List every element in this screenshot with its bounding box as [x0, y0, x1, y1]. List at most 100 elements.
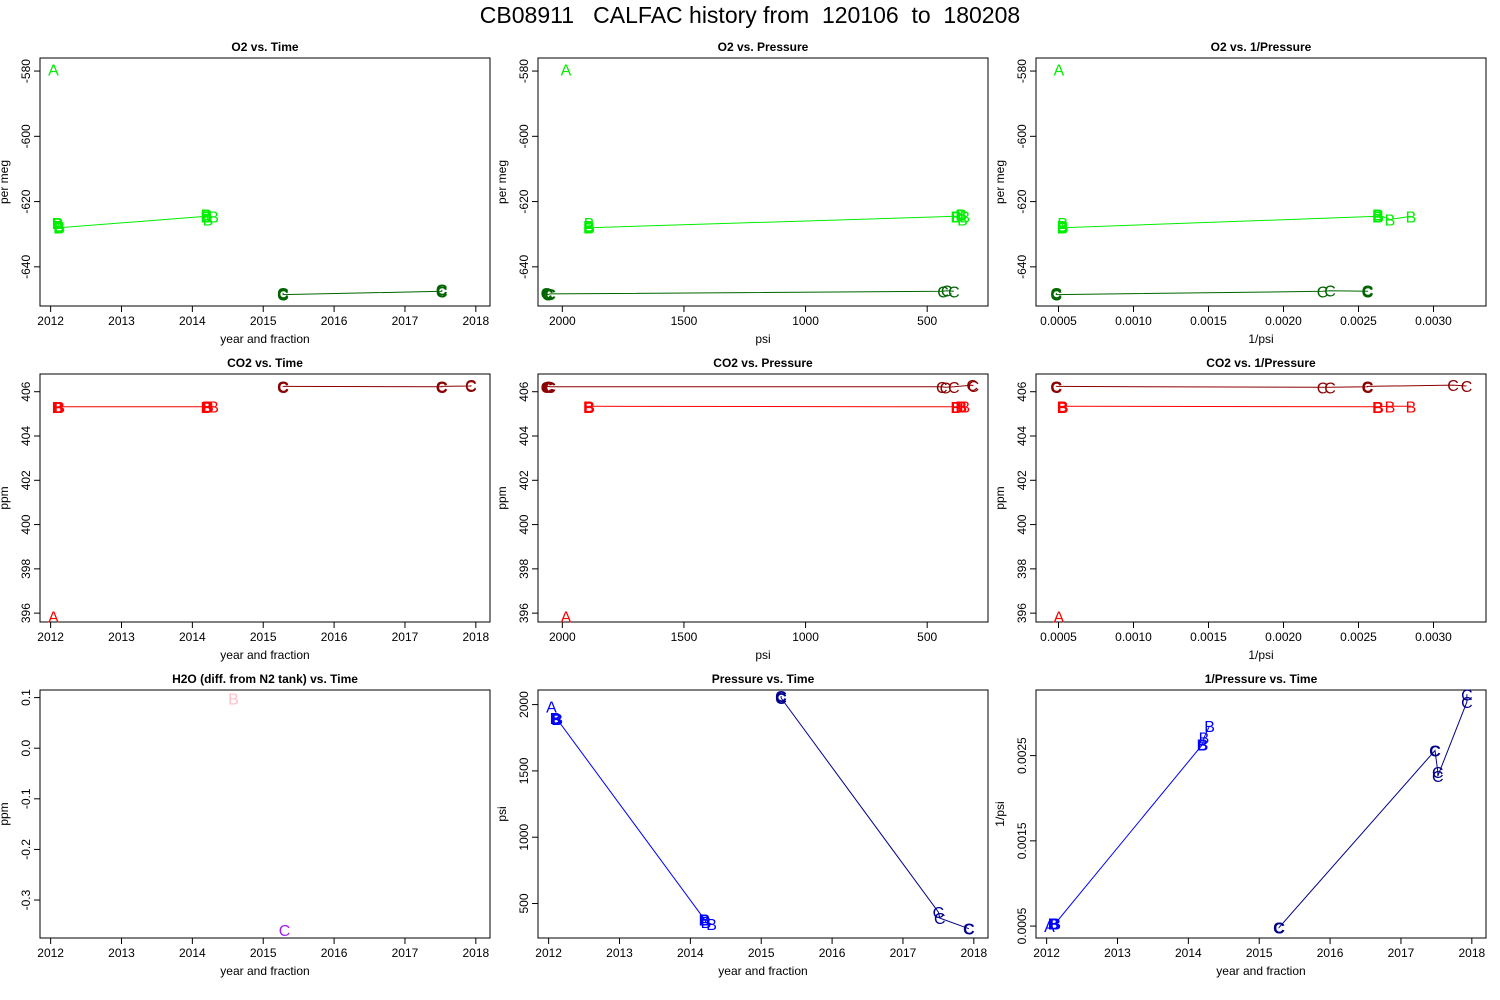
- x-tick-label: 2017: [392, 630, 419, 644]
- chart-panel-7: H2O (diff. from N2 tank) vs. Time 2012 201…: [0, 672, 491, 978]
- point-marker-B: B: [1372, 209, 1384, 226]
- x-tick-label: 500: [917, 314, 937, 328]
- point-marker-C: C: [948, 284, 960, 301]
- point-marker-B: B: [203, 213, 214, 230]
- chart-title: O2 vs. Pressure: [718, 40, 809, 54]
- point-marker-C: C: [1362, 284, 1374, 301]
- x-tick-label: 0.0025: [1340, 314, 1377, 328]
- x-tick-label: 1500: [671, 314, 698, 328]
- point-marker-B: B: [208, 209, 219, 226]
- point-marker-C: C: [1461, 695, 1473, 712]
- chart-title: O2 vs. 1/Pressure: [1211, 40, 1312, 54]
- y-tick-label: 400: [517, 514, 531, 534]
- point-marker-B: B: [550, 711, 562, 728]
- point-marker-C: C: [933, 905, 945, 922]
- point-marker-C: C: [277, 380, 289, 397]
- x-tick-label: 2012: [37, 630, 64, 644]
- point-marker-C: C: [936, 380, 948, 397]
- point-marker-C: C: [940, 380, 952, 397]
- plot-frame: [537, 57, 989, 307]
- series-line-C: [1055, 290, 1368, 296]
- x-tick-label: 500: [917, 630, 937, 644]
- x-tick-label: 2018: [462, 314, 489, 328]
- point-marker-B: B: [201, 209, 213, 226]
- y-tick-label: -620: [517, 189, 531, 213]
- y-tick-label: 404: [1015, 426, 1029, 446]
- y-tick-label: 1000: [517, 824, 531, 851]
- y-tick-label: 400: [19, 514, 33, 534]
- point-marker-B: B: [1057, 399, 1069, 416]
- point-marker-C: C: [465, 378, 477, 395]
- x-tick-label: 2013: [108, 630, 135, 644]
- chart-title: H2O (diff. from N2 tank) vs. Time: [172, 672, 358, 686]
- chart-title: O2 vs. Time: [231, 40, 298, 54]
- y-axis-label: per meg: [993, 160, 1007, 204]
- point-marker-B: B: [583, 219, 595, 236]
- plot-frame: [39, 57, 491, 307]
- y-tick-label: 396: [19, 603, 33, 623]
- point-marker-B: B: [52, 400, 64, 417]
- x-tick-label: 2014: [179, 630, 206, 644]
- point-marker-B: B: [699, 912, 711, 929]
- point-marker-B: B: [1057, 216, 1068, 233]
- y-tick-label: 402: [517, 470, 531, 490]
- point-marker-B: B: [1057, 219, 1069, 236]
- x-tick-label: 2016: [321, 946, 348, 960]
- x-tick-label: 2017: [890, 946, 917, 960]
- point-marker-C: C: [1432, 765, 1444, 782]
- point-marker-B: B: [955, 399, 967, 416]
- x-tick-label: 2012: [37, 946, 64, 960]
- plot-frame: [537, 689, 989, 939]
- series-line-B: [555, 717, 712, 925]
- y-tick-label: -620: [19, 189, 33, 213]
- point-marker-B: B: [1199, 731, 1210, 748]
- y-tick-label: 1500: [517, 757, 531, 784]
- point-marker-C: C: [1050, 379, 1062, 396]
- point-marker-C: C: [1447, 378, 1459, 395]
- x-axis-label: 1/psi: [1248, 332, 1273, 346]
- point-marker-C: C: [544, 380, 556, 397]
- x-tick-label: 2017: [392, 314, 419, 328]
- point-marker-B: B: [960, 209, 971, 226]
- y-axis-label: psi: [495, 806, 509, 821]
- point-marker-B: B: [583, 221, 595, 238]
- y-tick-label: 0.0025: [1015, 737, 1029, 774]
- y-tick-label: 0.1: [19, 689, 33, 706]
- y-tick-label: 0.0005: [1015, 907, 1029, 944]
- point-marker-C: C: [941, 284, 953, 301]
- point-marker-C: C: [1362, 379, 1374, 396]
- point-marker-C: C: [1050, 380, 1062, 397]
- point-marker-C: C: [963, 922, 975, 939]
- x-tick-label: 2013: [108, 314, 135, 328]
- x-axis-label: year and fraction: [1216, 964, 1305, 978]
- chart-title: CO2 vs. Time: [227, 356, 303, 370]
- x-tick-label: 0.0020: [1265, 630, 1302, 644]
- x-tick-label: 2000: [549, 314, 576, 328]
- x-tick-label: 0.0030: [1415, 314, 1452, 328]
- point-marker-C: C: [1324, 284, 1336, 301]
- y-tick-label: 0.0015: [1015, 822, 1029, 859]
- chart-title: Pressure vs. Time: [712, 672, 815, 686]
- x-axis-label: year and fraction: [718, 964, 807, 978]
- y-tick-label: 406: [517, 381, 531, 401]
- x-axis-label: year and fraction: [220, 648, 309, 662]
- y-tick-label: 402: [19, 470, 33, 490]
- y-axis-label: ppm: [0, 802, 11, 825]
- point-marker-B: B: [201, 208, 213, 225]
- point-marker-C: C: [1273, 920, 1285, 937]
- x-axis-label: year and fraction: [220, 964, 309, 978]
- point-marker-C: C: [544, 287, 556, 304]
- point-marker-B: B: [52, 216, 64, 233]
- x-tick-label: 2018: [1458, 946, 1485, 960]
- point-marker-A: A: [546, 700, 557, 717]
- y-tick-label: -620: [1015, 189, 1029, 213]
- x-tick-label: 0.0025: [1340, 630, 1377, 644]
- x-tick-label: 2012: [37, 314, 64, 328]
- y-tick-label: -580: [517, 59, 531, 83]
- point-marker-B: B: [1406, 209, 1417, 226]
- y-tick-label: -580: [1015, 59, 1029, 83]
- x-tick-label: 2014: [179, 946, 206, 960]
- chart-panel-1: O2 vs. Time 2012 2013 2014 2015 2016 2017 2018 -…: [0, 40, 491, 346]
- point-marker-B: B: [951, 400, 963, 417]
- point-marker-B: B: [53, 400, 65, 417]
